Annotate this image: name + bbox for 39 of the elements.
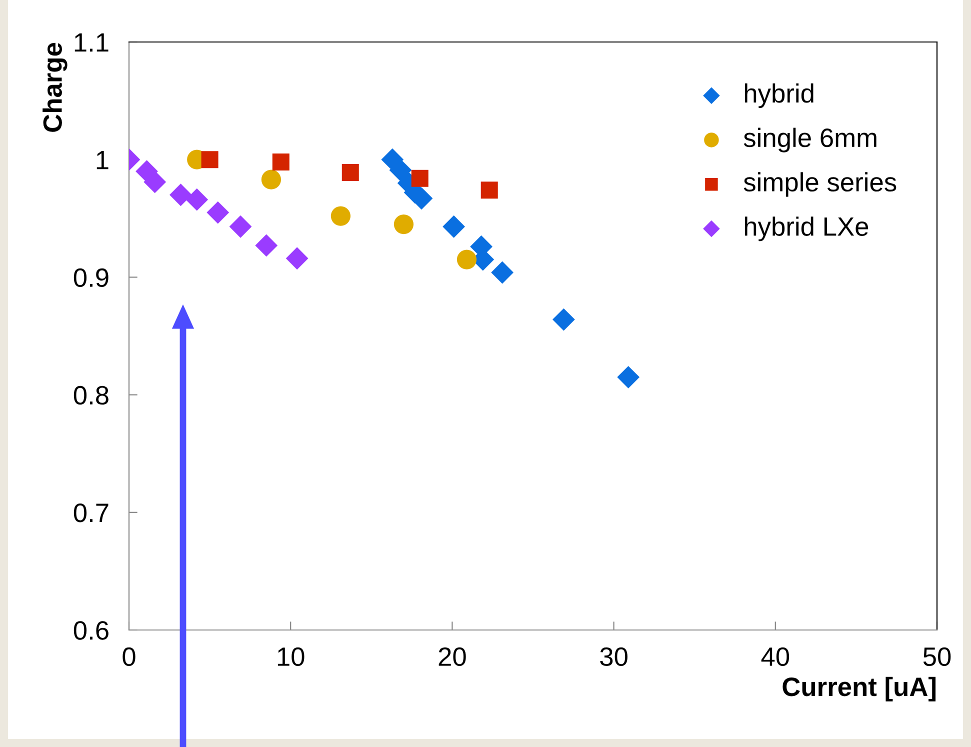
point <box>229 215 252 238</box>
y-tick-label: 0.9 <box>74 268 108 288</box>
point <box>442 215 466 238</box>
point <box>456 250 477 270</box>
point <box>206 201 230 224</box>
x-tick-label: 10 <box>278 647 304 666</box>
legend-label: single 6mm <box>744 128 876 152</box>
point <box>170 184 192 206</box>
x-tick-label: 20 <box>438 647 466 666</box>
point <box>201 151 218 168</box>
point <box>144 170 166 194</box>
point <box>342 164 359 182</box>
x-tick-label: 40 <box>761 647 790 666</box>
point <box>411 170 428 187</box>
point <box>186 188 208 211</box>
point <box>491 261 514 284</box>
legend-label: hybrid <box>744 83 814 108</box>
y-tick-label: 0.6 <box>74 621 108 640</box>
y-axis-title: Charge <box>42 42 68 132</box>
x-tick-label: 30 <box>600 647 628 666</box>
point <box>255 234 278 257</box>
point <box>286 247 308 270</box>
x-tick-label: 50 <box>923 647 951 666</box>
x-tick-label: 0 <box>122 647 136 666</box>
point <box>617 366 640 388</box>
y-tick-label: 0.8 <box>74 386 108 405</box>
point <box>272 153 290 170</box>
point <box>389 158 412 182</box>
y-tick-label: 1 <box>96 151 108 170</box>
point <box>552 308 575 331</box>
legend-label: hybrid LXe <box>744 216 868 242</box>
y-tick-label: 1.1 <box>74 33 108 52</box>
y-tick-label: 0.7 <box>74 504 108 522</box>
legend-label: simple series <box>744 172 896 197</box>
point <box>330 206 351 226</box>
point <box>394 214 414 234</box>
point <box>480 182 498 199</box>
x-axis-title: Current [uA] <box>782 676 936 702</box>
point <box>261 170 282 190</box>
